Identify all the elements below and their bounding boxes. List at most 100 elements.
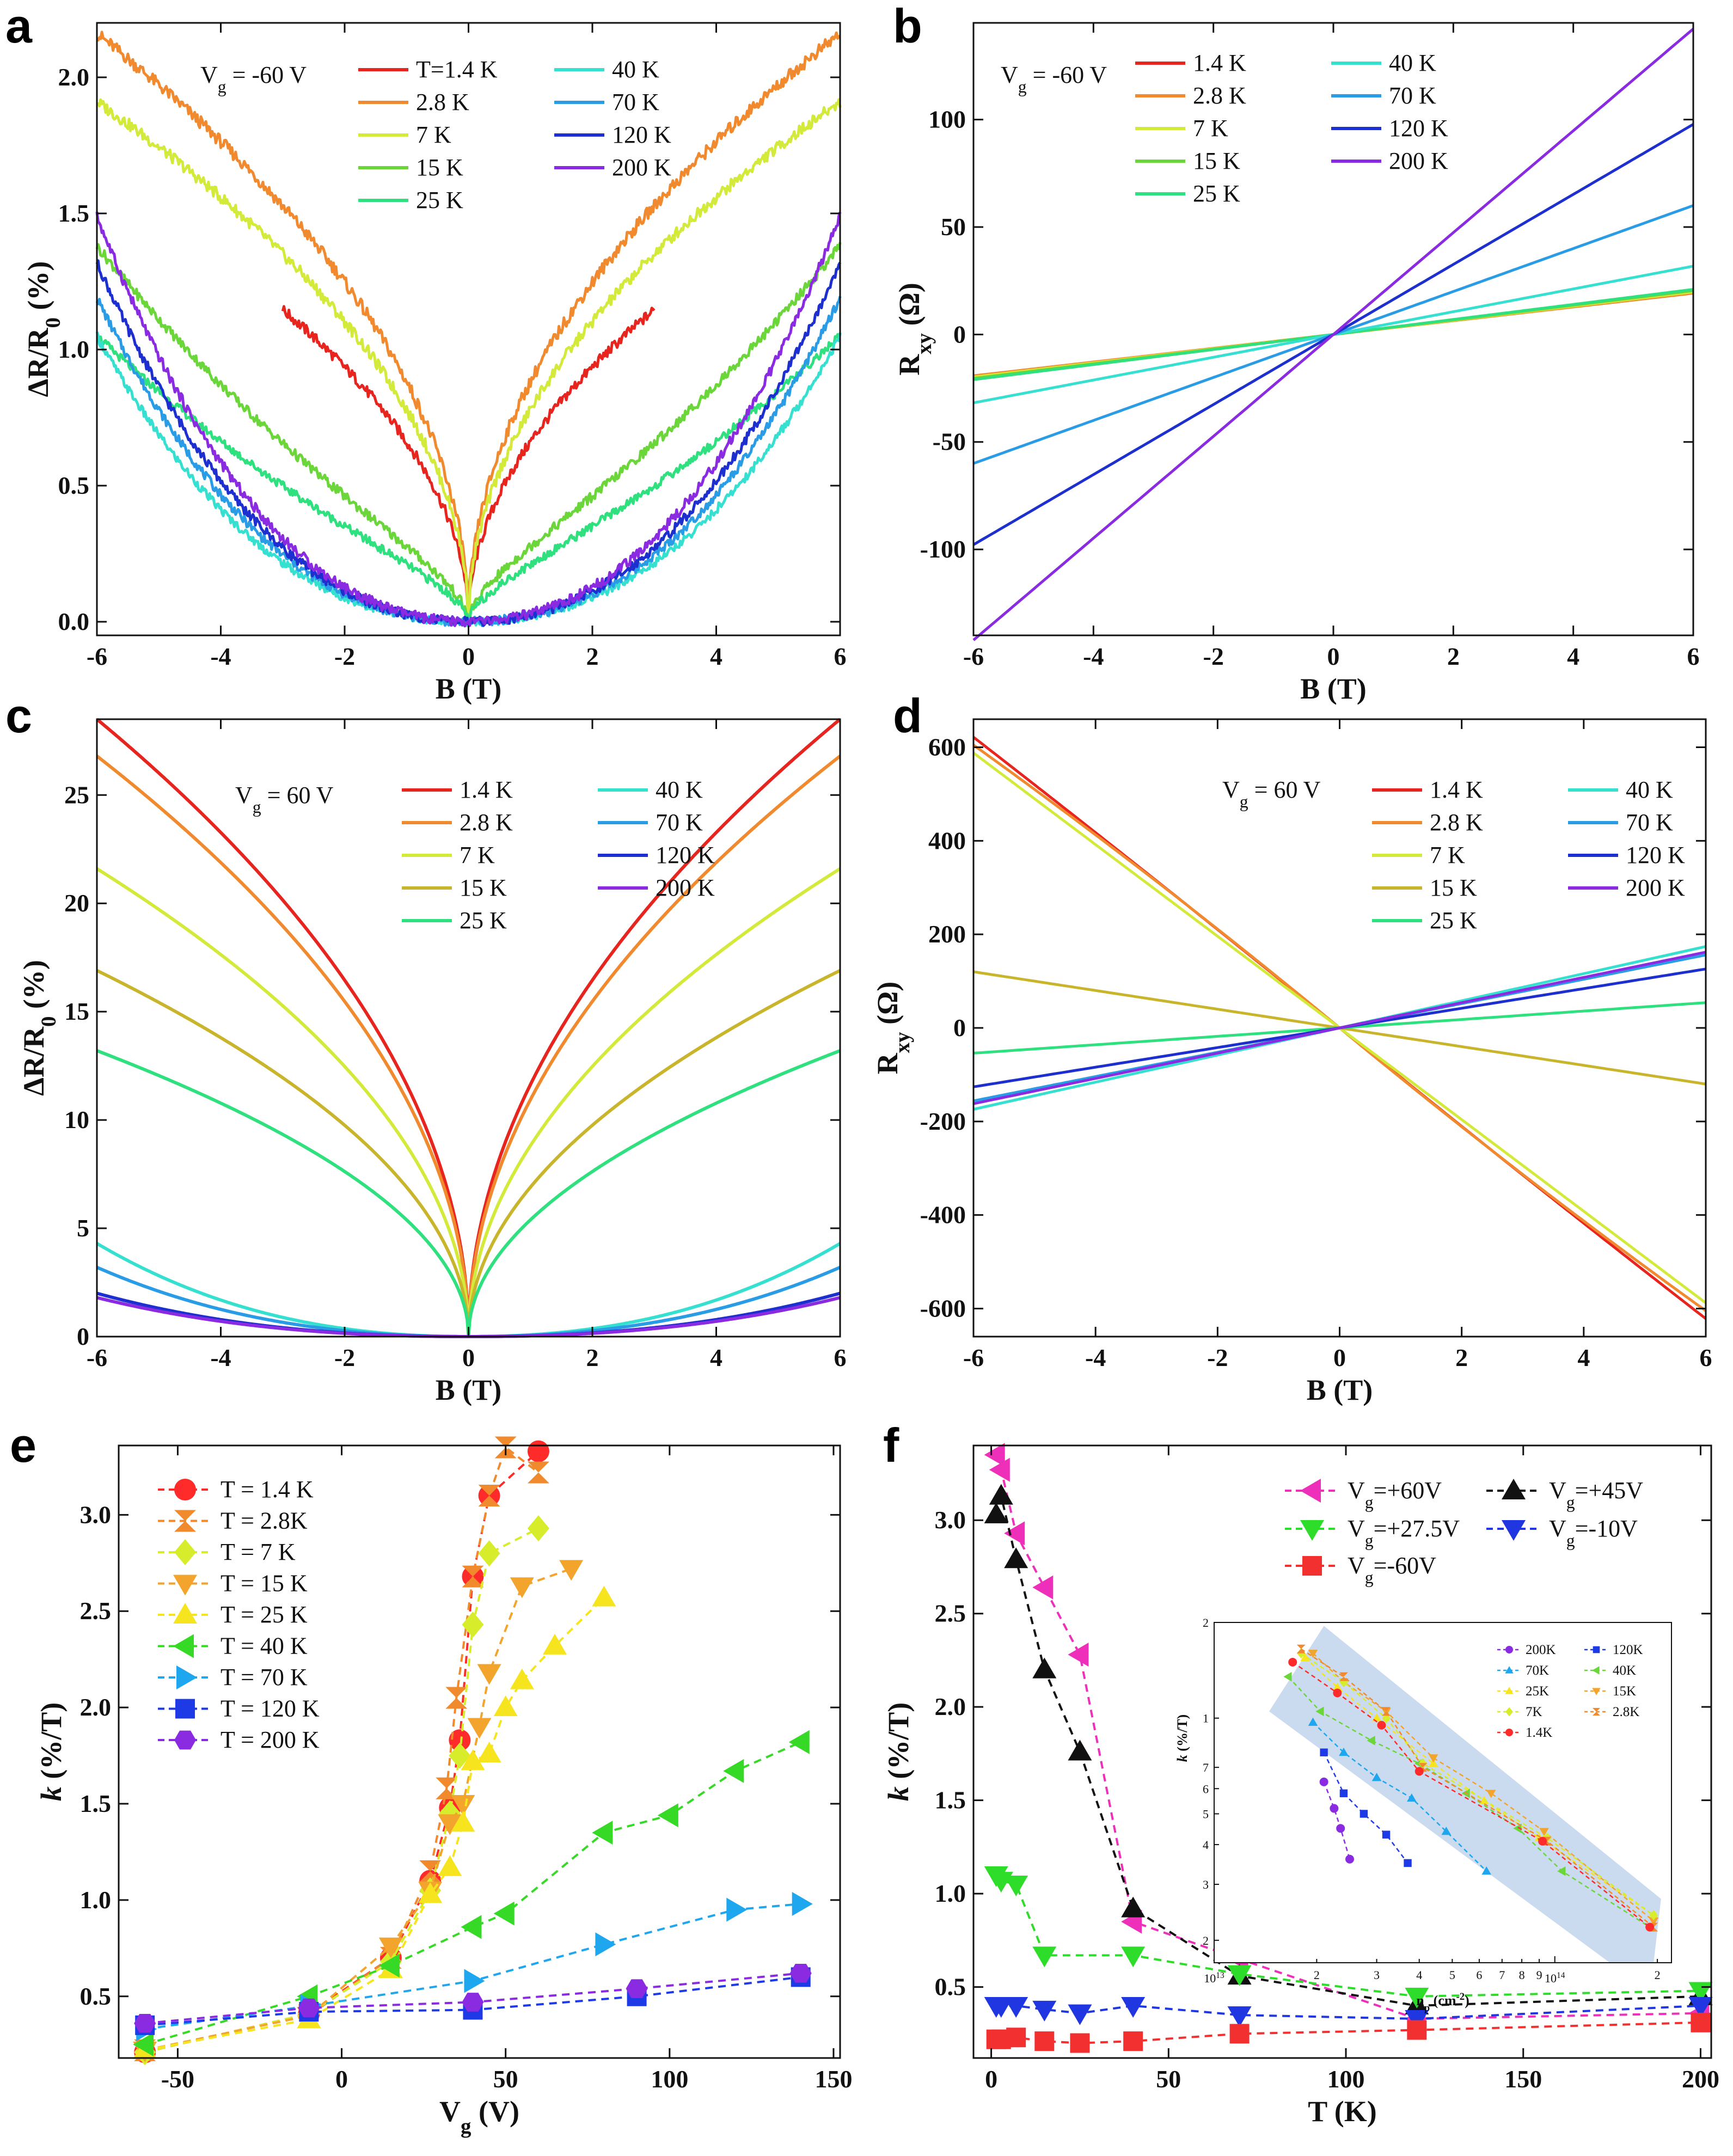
x-tick-label: 150 <box>815 2065 852 2093</box>
x-tick-label: -2 <box>334 642 355 670</box>
inset-series-line <box>1301 1648 1654 1928</box>
inset-data-point <box>1404 1859 1412 1867</box>
y-tick-label: 0.5 <box>935 1973 966 2001</box>
x-tick-label: 2 <box>586 1344 599 1371</box>
data-point <box>559 1560 584 1581</box>
legend-marker <box>1302 1556 1322 1576</box>
data-point <box>726 1897 748 1922</box>
legend-label: 1.4 K <box>460 776 513 803</box>
plot-frame <box>118 1444 841 2059</box>
inset-data-point <box>1288 1657 1297 1667</box>
data-point <box>527 1440 549 1462</box>
data-point <box>1121 1896 1146 1918</box>
data-point <box>543 1633 567 1655</box>
inset-data-point <box>1406 1793 1417 1802</box>
inset-data-point <box>1645 1922 1655 1932</box>
data-point <box>1068 1739 1092 1761</box>
data-point <box>418 1882 443 1903</box>
legend-label: 200 K <box>612 154 671 181</box>
y-tick-label: -100 <box>920 535 966 563</box>
legend-label: 120 K <box>612 121 671 148</box>
inset-x-tick-label: 1013 <box>1204 1971 1224 1986</box>
x-tick-label: 0 <box>462 1344 475 1371</box>
data-point <box>134 2014 156 2033</box>
x-tick-label: -50 <box>161 2065 194 2093</box>
legend-label: 120 K <box>656 842 715 868</box>
legend-label: 200 K <box>656 874 715 901</box>
inset-legend-label: 200K <box>1526 1643 1556 1657</box>
x-tick-label: 200 <box>1682 2065 1719 2093</box>
x-tick-label: -4 <box>210 642 231 670</box>
inset-y-tick-label: 2 <box>1203 1934 1209 1947</box>
x-tick-label: 6 <box>834 642 847 670</box>
legend-marker <box>173 1634 194 1658</box>
inset-y-tick-label: 3 <box>1203 1878 1209 1891</box>
data-point <box>789 1964 812 1983</box>
data-point <box>1004 1521 1025 1546</box>
panel-e: e -50 0 50 100 150 0.5 1.0 1.5 2.0 2.5 3.0 Vg (V) k (… <box>10 1418 852 2138</box>
inset-data-point <box>1538 1836 1547 1846</box>
data-point <box>298 1998 320 2018</box>
legend-label: 70 K <box>612 89 659 115</box>
inset-data-point <box>1371 1773 1382 1781</box>
legend-label: Vg=+27.5V <box>1348 1515 1460 1550</box>
y-tick-label: 15 <box>64 997 89 1025</box>
data-point <box>788 1730 810 1754</box>
inset-data-point <box>1332 1682 1343 1691</box>
x-tick-label: 100 <box>1327 2065 1365 2093</box>
inset-data-point <box>1649 1909 1658 1921</box>
legend-marker <box>174 1510 196 1532</box>
data-point <box>436 1777 458 1799</box>
inset-data-point <box>1339 1672 1348 1681</box>
data-point <box>1229 2024 1250 2044</box>
inset-legend-label: 120K <box>1613 1643 1643 1657</box>
inset-x-tick-label: 8 <box>1519 1968 1525 1982</box>
y-tick-label: 600 <box>928 733 966 761</box>
legend-label: 2.8 K <box>416 89 469 115</box>
inset-data-point <box>1377 1720 1386 1730</box>
data-point <box>595 1932 616 1957</box>
legend-label: T = 40 K <box>221 1633 308 1659</box>
inset-legend-marker <box>1505 1707 1513 1717</box>
y-tick-label: 0.5 <box>58 471 90 499</box>
y-axis-label: Rxy (Ω) <box>893 283 936 376</box>
inset-legend-marker <box>1505 1729 1513 1736</box>
legend-label: 120 K <box>1389 115 1448 142</box>
data-point <box>592 1585 616 1607</box>
data-point <box>462 1612 484 1638</box>
inset-data-point <box>1382 1707 1391 1716</box>
data-point <box>461 1915 482 1939</box>
legend-label: 25 K <box>416 187 463 213</box>
inset-y-axis-label: k (%/T) <box>1174 1714 1190 1762</box>
inset-y-tick-label: 1 <box>1203 1712 1209 1725</box>
inset-x-tick-label: 1014 <box>1545 1971 1565 1986</box>
legend-label: 15 K <box>460 874 507 901</box>
panel-letter: e <box>10 1418 36 1472</box>
y-tick-label: 25 <box>64 781 89 808</box>
inset-legend-marker <box>1593 1646 1600 1653</box>
data-point <box>527 1515 549 1542</box>
y-tick-label: 1.0 <box>80 1886 112 1914</box>
data-point <box>1032 1946 1057 1968</box>
legend-marker <box>1502 1479 1526 1499</box>
series-line <box>972 28 1694 641</box>
x-axis-label: Vg (V) <box>439 2095 519 2138</box>
inset-data-point <box>1486 1790 1496 1798</box>
x-tick-label: -4 <box>1085 1344 1106 1371</box>
inset-data-point <box>1414 1767 1424 1776</box>
inset-legend-label: 1.4K <box>1526 1725 1552 1740</box>
legend-label: T = 200 K <box>221 1726 320 1753</box>
inset-data-point <box>1330 1804 1339 1813</box>
inset-x-tick-label: 4 <box>1416 1968 1422 1982</box>
inset-series-line <box>1323 1752 1409 1864</box>
x-tick-label: 100 <box>651 2065 688 2093</box>
data-point <box>1006 2028 1026 2048</box>
inset-data-point <box>1513 1823 1522 1833</box>
data-point <box>1121 1946 1146 1968</box>
data-point <box>723 1759 744 1783</box>
y-axis-label: Rxy (Ω) <box>871 982 914 1075</box>
data-point <box>657 1803 678 1828</box>
legend-label: 25 K <box>460 907 507 934</box>
